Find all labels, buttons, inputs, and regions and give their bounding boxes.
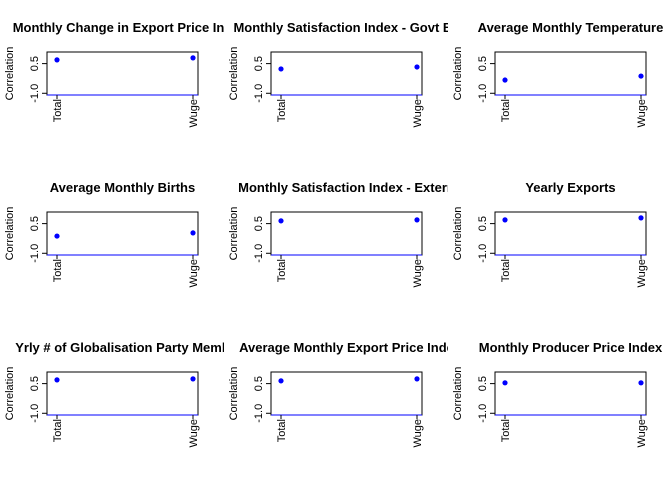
y-tick-label: -1.0 xyxy=(253,404,265,423)
panel: Average Monthly Births Correlation -1.0 0.5… xyxy=(4,180,200,288)
x-tick-label: Wuge xyxy=(188,99,200,128)
data-point xyxy=(414,64,420,70)
y-tick-label: -1.0 xyxy=(477,244,489,263)
plot-box xyxy=(494,371,647,416)
panel: Monthly Producer Price Index Correlation -… xyxy=(452,340,663,448)
y-axis-label: Correlation xyxy=(4,207,16,261)
x-tick-label: Wuge xyxy=(412,99,424,128)
x-tick-label: Wuge xyxy=(188,259,200,288)
y-tick-label: 0.5 xyxy=(477,216,489,231)
x-tick-label: Total xyxy=(500,99,512,122)
data-point xyxy=(638,215,644,221)
y-tick-label: 0.5 xyxy=(29,216,41,231)
y-tick-label: 0.5 xyxy=(477,376,489,391)
data-point xyxy=(54,377,60,383)
y-tick-label: -1.0 xyxy=(29,84,41,103)
x-tick-label: Total xyxy=(52,419,64,442)
data-point xyxy=(502,217,508,223)
panel: Monthly Change in Export Price Ind Correl… xyxy=(4,20,233,128)
y-axis-label: Correlation xyxy=(4,367,16,421)
chart-title: Yearly Exports xyxy=(525,180,615,195)
y-axis-label: Correlation xyxy=(228,47,240,101)
data-point xyxy=(190,376,196,382)
y-axis-label: Correlation xyxy=(452,207,464,261)
chart-title: Monthly Producer Price Index xyxy=(479,340,663,355)
y-tick-label: 0.5 xyxy=(477,56,489,71)
x-tick-label: Total xyxy=(276,259,288,282)
chart-title: Monthly Satisfaction Index - Extern xyxy=(238,180,455,195)
x-tick-label: Total xyxy=(52,99,64,122)
data-point xyxy=(414,217,420,223)
data-point xyxy=(54,233,60,239)
x-tick-label: Wuge xyxy=(412,419,424,448)
y-axis-label: Correlation xyxy=(228,207,240,261)
chart-title: Average Monthly Export Price Inde xyxy=(239,340,454,355)
panel: Yrly # of Globalisation Party Memb Correl… xyxy=(4,340,230,448)
y-tick-label: 0.5 xyxy=(29,56,41,71)
plot-box xyxy=(46,371,199,416)
plot-box xyxy=(270,211,423,256)
x-tick-label: Wuge xyxy=(636,259,648,288)
x-tick-label: Total xyxy=(500,259,512,282)
plot-box xyxy=(270,51,423,96)
data-point xyxy=(190,55,196,61)
y-tick-label: -1.0 xyxy=(253,244,265,263)
x-tick-label: Total xyxy=(276,419,288,442)
panel: Average Monthly Temperature Correlation -1… xyxy=(452,20,663,128)
y-tick-label: 0.5 xyxy=(253,56,265,71)
x-tick-label: Total xyxy=(52,259,64,282)
y-tick-label: -1.0 xyxy=(477,84,489,103)
panel: Yearly Exports Correlation -1.0 0.5 Total Wug… xyxy=(452,180,648,288)
plot-box xyxy=(46,51,199,96)
x-tick-label: Wuge xyxy=(636,99,648,128)
data-point xyxy=(54,57,60,63)
y-tick-label: 0.5 xyxy=(29,376,41,391)
x-tick-label: Wuge xyxy=(412,259,424,288)
x-tick-label: Wuge xyxy=(188,419,200,448)
panel: Average Monthly Export Price Inde Correla… xyxy=(228,340,454,448)
plot-box xyxy=(46,211,199,256)
data-point xyxy=(638,73,644,79)
data-point xyxy=(190,230,196,236)
chart-title: Monthly Satisfaction Index - Govt Ba xyxy=(233,20,460,35)
chart-title: Yrly # of Globalisation Party Memb xyxy=(15,340,230,355)
y-axis-label: Correlation xyxy=(228,367,240,421)
plot-box xyxy=(494,211,647,256)
chart-title: Monthly Change in Export Price Ind xyxy=(13,20,233,35)
y-tick-label: -1.0 xyxy=(253,84,265,103)
panel: Monthly Satisfaction Index - Govt Ba Corr… xyxy=(228,20,460,128)
y-tick-label: 0.5 xyxy=(253,376,265,391)
panel: Monthly Satisfaction Index - Extern Corre… xyxy=(228,180,455,288)
x-tick-label: Total xyxy=(500,419,512,442)
chart-title: Average Monthly Temperature xyxy=(478,20,664,35)
y-axis-label: Correlation xyxy=(452,47,464,101)
data-point xyxy=(414,376,420,382)
plot-box xyxy=(494,51,647,96)
data-point xyxy=(278,378,284,384)
y-tick-label: -1.0 xyxy=(29,244,41,263)
y-axis-label: Correlation xyxy=(452,367,464,421)
plot-box xyxy=(270,371,423,416)
chart-title: Average Monthly Births xyxy=(50,180,195,195)
data-point xyxy=(638,380,644,386)
y-tick-label: -1.0 xyxy=(477,404,489,423)
data-point xyxy=(278,66,284,72)
y-tick-label: 0.5 xyxy=(253,216,265,231)
data-point xyxy=(502,380,508,386)
x-tick-label: Total xyxy=(276,99,288,122)
data-point xyxy=(502,77,508,83)
y-tick-label: -1.0 xyxy=(29,404,41,423)
x-tick-label: Wuge xyxy=(636,419,648,448)
data-point xyxy=(278,218,284,224)
y-axis-label: Correlation xyxy=(4,47,16,101)
